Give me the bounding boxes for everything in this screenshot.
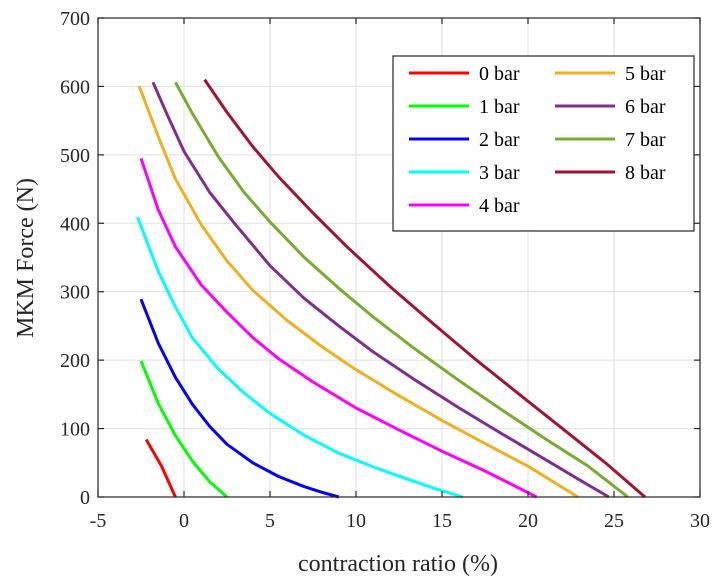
legend-label-4: 4 bar <box>479 195 520 217</box>
axes <box>97 17 701 498</box>
y-tick-label: 400 <box>60 213 90 235</box>
x-tick-label: 30 <box>690 510 710 532</box>
series-line-7 <box>174 81 629 499</box>
x-tick-label: 0 <box>179 510 189 532</box>
legend-label-3: 3 bar <box>479 162 520 184</box>
x-tick-label: 25 <box>604 510 624 532</box>
series-line-5 <box>137 85 579 499</box>
x-tick-label: 10 <box>346 510 366 532</box>
y-tick-label: 200 <box>60 350 90 372</box>
series-line-2 <box>139 298 340 499</box>
series-line-0 <box>144 438 177 498</box>
legend-label-1: 1 bar <box>479 96 520 118</box>
series-line-4 <box>139 157 538 499</box>
x-tick-label: -5 <box>90 510 107 532</box>
series-line-6 <box>151 81 610 499</box>
series-line-3 <box>136 216 464 499</box>
y-tick-label: 600 <box>60 76 90 98</box>
legend-box <box>392 55 695 232</box>
y-tick-label: 700 <box>60 8 90 30</box>
legend-label-8: 8 bar <box>625 162 666 184</box>
x-tick-label: 15 <box>432 510 452 532</box>
y-axis-label: MKM Force (N) <box>13 178 39 338</box>
y-tick-label: 0 <box>80 487 90 509</box>
legend-label-2: 2 bar <box>479 129 520 151</box>
y-tick-label: 300 <box>60 282 90 304</box>
x-axis-label: contraction ratio (%) <box>298 551 498 577</box>
x-tick-label: 20 <box>518 510 538 532</box>
legend-label-5: 5 bar <box>625 63 666 85</box>
legend-label-0: 0 bar <box>479 63 520 85</box>
legend-label-6: 6 bar <box>625 96 666 118</box>
legend-label-7: 7 bar <box>625 129 666 151</box>
plot-frame <box>97 17 701 498</box>
x-tick-label: 5 <box>265 510 275 532</box>
legend: 0 bar 1 bar 2 bar 3 bar 4 bar 5 bar 6 bar 7 bar… <box>392 55 695 232</box>
series-line-1 <box>139 360 228 499</box>
series-line-8 <box>203 78 646 499</box>
y-tick-label: 100 <box>60 419 90 441</box>
y-tick-label: 500 <box>60 145 90 167</box>
curves <box>136 78 646 499</box>
